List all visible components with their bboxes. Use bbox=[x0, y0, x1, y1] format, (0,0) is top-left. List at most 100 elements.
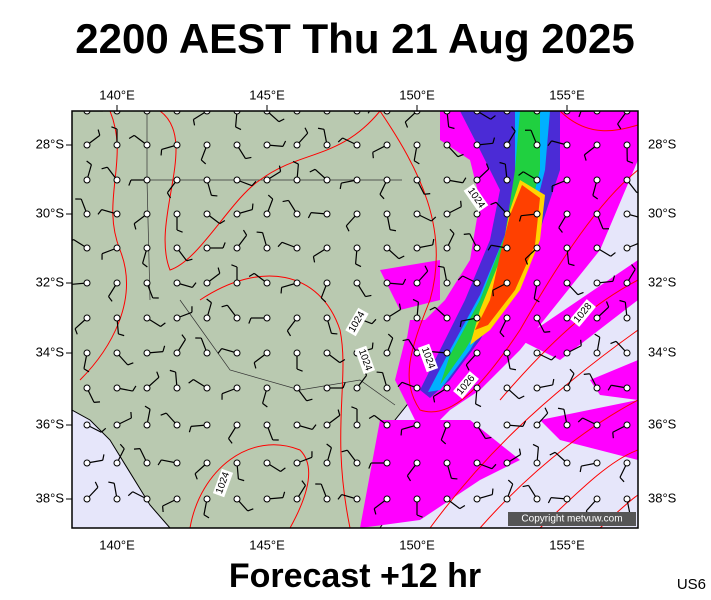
lat-label-right: 34°S bbox=[648, 344, 677, 359]
station bbox=[473, 459, 481, 467]
wind-barb-feather bbox=[612, 432, 614, 439]
station bbox=[83, 384, 91, 392]
station bbox=[383, 459, 391, 467]
wind-barb-feather bbox=[610, 252, 616, 257]
station bbox=[503, 384, 511, 392]
wind-barb-feather bbox=[569, 368, 575, 375]
wind-barb-feather bbox=[247, 508, 254, 512]
wind-barb-feather bbox=[222, 242, 226, 249]
station bbox=[293, 314, 301, 322]
rain-heavier bbox=[440, 111, 540, 385]
title: 2200 AEST Thu 21 Aug 2025 bbox=[75, 15, 634, 62]
wind-barb-feather bbox=[166, 192, 172, 199]
station bbox=[293, 141, 301, 149]
station bbox=[173, 176, 181, 184]
station bbox=[113, 279, 121, 287]
station bbox=[353, 384, 361, 392]
station bbox=[563, 314, 571, 322]
wind-barb-feather bbox=[337, 137, 344, 143]
station bbox=[113, 349, 121, 357]
station bbox=[383, 384, 391, 392]
station bbox=[113, 210, 121, 218]
station bbox=[263, 279, 271, 287]
wind-barb-feather bbox=[351, 406, 358, 410]
wind-barb-feather bbox=[544, 407, 549, 414]
station bbox=[473, 314, 481, 322]
station bbox=[383, 279, 391, 287]
station bbox=[503, 459, 511, 467]
wind-barb-feather bbox=[402, 278, 407, 285]
station bbox=[533, 210, 541, 218]
wind-barb-feather bbox=[642, 213, 646, 218]
wind-barb-feather bbox=[583, 154, 587, 161]
wind-barb-feather bbox=[490, 115, 496, 120]
wind-barb-feather bbox=[400, 429, 403, 436]
lon-label-top: 150°E bbox=[399, 87, 435, 102]
station bbox=[353, 459, 361, 467]
station bbox=[443, 314, 451, 322]
wind-barb-feather bbox=[341, 449, 348, 453]
station bbox=[83, 495, 91, 503]
station bbox=[233, 176, 241, 184]
station bbox=[413, 495, 421, 503]
wind-barb-feather bbox=[228, 438, 233, 444]
isobar-label-bg bbox=[417, 343, 439, 373]
wind-barb-feather bbox=[607, 384, 612, 391]
wind-barb-feather bbox=[459, 504, 466, 510]
station bbox=[413, 244, 421, 252]
wind-barb-feather bbox=[217, 267, 221, 274]
station bbox=[323, 210, 331, 218]
station bbox=[203, 421, 211, 429]
station bbox=[623, 314, 631, 322]
wind-barb-feather bbox=[387, 333, 394, 339]
lat-label-right: 28°S bbox=[648, 136, 677, 151]
wind-barb-feather bbox=[368, 462, 372, 469]
station bbox=[413, 279, 421, 287]
wind-barb-feather bbox=[192, 119, 196, 126]
wind-barb-feather bbox=[186, 258, 193, 262]
wind-barb-feather bbox=[119, 443, 125, 450]
wind-barb-feather bbox=[342, 382, 346, 389]
wind-barb-feather bbox=[522, 420, 527, 427]
station bbox=[143, 210, 151, 218]
wind-barb-feather bbox=[97, 209, 103, 215]
wind-barb-feather bbox=[577, 291, 584, 296]
wind-barb-feather bbox=[142, 262, 148, 268]
wind-barb-feather bbox=[424, 265, 429, 272]
wind-barb-feather bbox=[132, 385, 137, 392]
station bbox=[593, 141, 601, 149]
station bbox=[203, 279, 211, 287]
wind-barb-feather bbox=[518, 395, 525, 400]
wind-barb-feather bbox=[251, 203, 254, 210]
station bbox=[383, 495, 391, 503]
wind-barb-feather bbox=[133, 223, 137, 230]
station bbox=[623, 210, 631, 218]
station bbox=[203, 459, 211, 467]
station bbox=[203, 314, 211, 322]
isobar-label-bg bbox=[354, 345, 376, 375]
lat-label-right: 32°S bbox=[648, 274, 677, 289]
wind-barb-feather bbox=[245, 156, 252, 160]
isobar-label-bg bbox=[453, 371, 479, 399]
wind-barb-feather bbox=[331, 332, 338, 335]
station bbox=[443, 141, 451, 149]
map-frame bbox=[71, 110, 639, 529]
wind-barb-feather bbox=[108, 481, 115, 484]
wind-barb-feather bbox=[74, 328, 78, 335]
forecast-label: Forecast +12 hr bbox=[229, 557, 481, 595]
wind-barb-feather bbox=[312, 256, 316, 263]
wind-barb-feather bbox=[406, 475, 412, 482]
wind-barb-feather bbox=[491, 463, 497, 470]
wind-barb-feather bbox=[160, 412, 167, 416]
wind-barb-feather bbox=[507, 479, 514, 485]
wind-barb-feather bbox=[371, 342, 374, 349]
wind-barb-feather bbox=[339, 182, 342, 190]
wind-barb-feather bbox=[463, 233, 470, 235]
station bbox=[443, 210, 451, 218]
station bbox=[233, 244, 241, 252]
wind-barb-feather bbox=[485, 436, 492, 440]
wind-barb bbox=[327, 111, 328, 112]
wind-barb-feather bbox=[108, 296, 113, 302]
wind-barb-feather bbox=[280, 467, 286, 472]
station bbox=[233, 279, 241, 287]
